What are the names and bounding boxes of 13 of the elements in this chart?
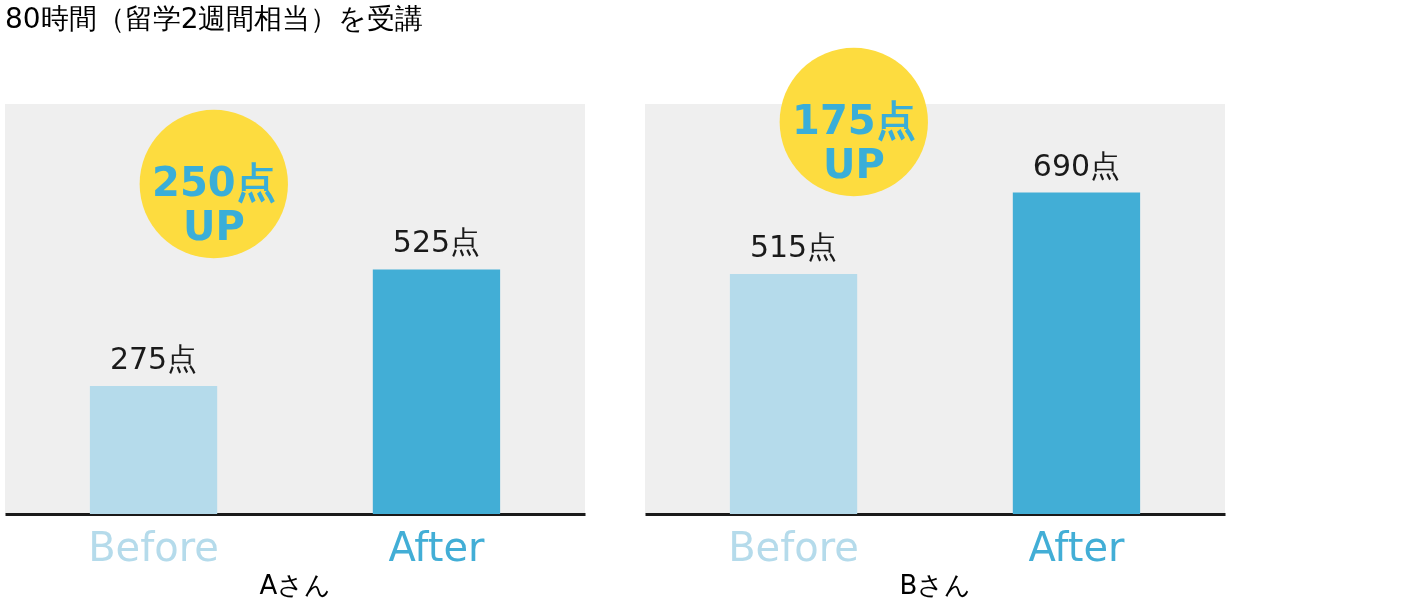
x-tick-label: After <box>1028 523 1126 570</box>
x-tick-label: After <box>388 523 486 570</box>
data-label: 525点 <box>392 224 481 260</box>
x-axis-title: Aさん <box>259 569 332 600</box>
chart-title: 80時間（留学2週間相当）を受講 <box>5 1 424 35</box>
data-label: 690点 <box>1032 147 1121 183</box>
x-tick-label: Before <box>88 523 219 570</box>
data-label: 275点 <box>109 340 198 376</box>
annotation: 250点 UP <box>152 159 276 249</box>
x-axis-title: Bさん <box>899 569 972 600</box>
annotation: 175点 UP <box>792 97 916 187</box>
x-tick-label: Before <box>728 523 859 570</box>
data-label: 515点 <box>749 229 838 265</box>
